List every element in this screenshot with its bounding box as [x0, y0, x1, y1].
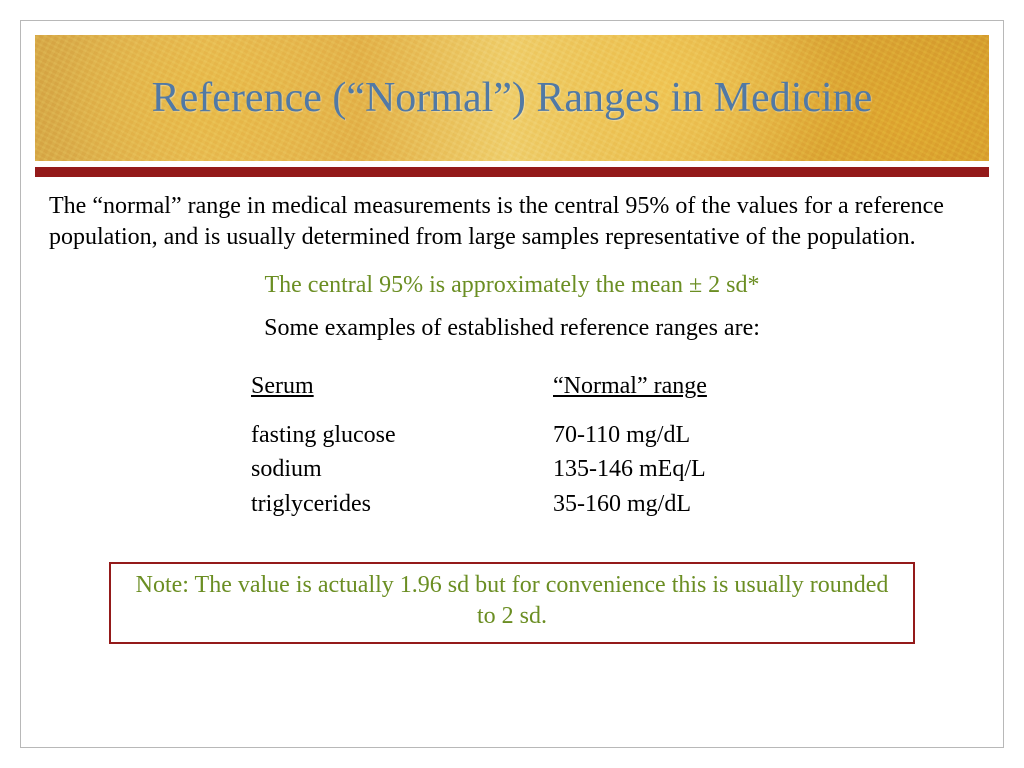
table-header-row: Serum “Normal” range — [251, 370, 793, 416]
table-row: fasting glucose 70-110 mg/dL — [251, 419, 793, 451]
intro-paragraph: The “normal” range in medical measuremen… — [49, 191, 975, 252]
serum-cell: fasting glucose — [251, 419, 551, 451]
table-header-serum: Serum — [251, 370, 551, 416]
red-divider-bar — [35, 167, 989, 177]
examples-intro: Some examples of established reference r… — [49, 315, 975, 342]
table-header-normal-range: “Normal” range — [553, 370, 793, 416]
title-banner: Reference (“Normal”) Ranges in Medicine — [35, 35, 989, 161]
slide-body: The “normal” range in medical measuremen… — [35, 177, 989, 729]
reference-range-table: Serum “Normal” range fasting glucose 70-… — [249, 368, 795, 522]
central-95-statement: The central 95% is approximately the mea… — [49, 272, 975, 299]
range-cell: 70-110 mg/dL — [553, 419, 793, 451]
table-row: triglycerides 35-160 mg/dL — [251, 488, 793, 520]
footnote-box: Note: The value is actually 1.96 sd but … — [109, 562, 915, 644]
serum-cell: triglycerides — [251, 488, 551, 520]
slide-title: Reference (“Normal”) Ranges in Medicine — [152, 74, 873, 122]
range-cell: 135-146 mEq/L — [553, 453, 793, 485]
slide: Reference (“Normal”) Ranges in Medicine … — [20, 20, 1004, 748]
serum-cell: sodium — [251, 453, 551, 485]
reference-table-wrap: Serum “Normal” range fasting glucose 70-… — [49, 368, 975, 522]
range-cell: 35-160 mg/dL — [553, 488, 793, 520]
table-row: sodium 135-146 mEq/L — [251, 453, 793, 485]
